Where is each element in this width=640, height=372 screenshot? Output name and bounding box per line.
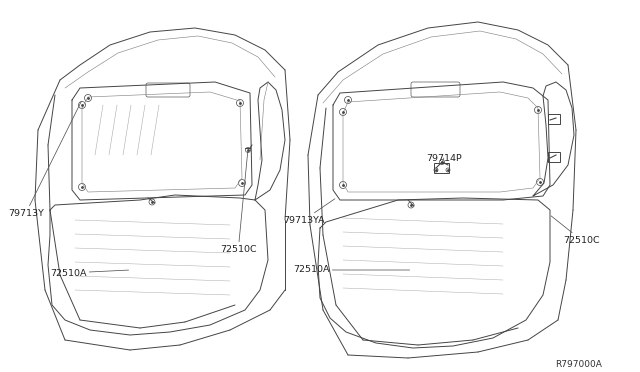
Text: 79714P: 79714P (426, 154, 461, 163)
Text: 79713Y: 79713Y (8, 101, 81, 218)
Text: R797000A: R797000A (555, 360, 602, 369)
Bar (548, 114, 560, 124)
Bar (434, 163, 449, 173)
Bar (548, 152, 560, 162)
Text: 79713YA: 79713YA (283, 199, 335, 224)
Text: 72510A: 72510A (50, 269, 129, 278)
Text: 72510A: 72510A (293, 266, 410, 275)
Text: 72510C: 72510C (220, 150, 257, 253)
Text: 72510C: 72510C (551, 216, 600, 244)
